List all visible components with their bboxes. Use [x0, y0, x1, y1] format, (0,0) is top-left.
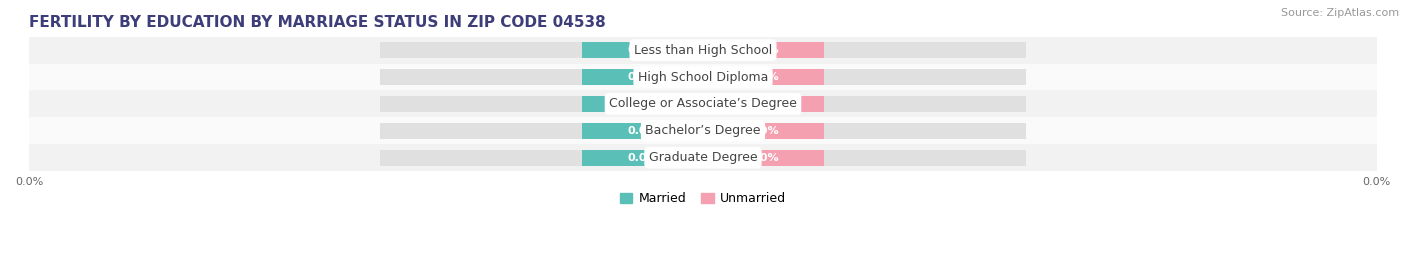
Bar	[380, 150, 703, 166]
Bar	[30, 117, 1376, 144]
Bar	[703, 69, 1026, 85]
Bar	[30, 90, 1376, 117]
Bar	[703, 96, 1026, 112]
Bar	[582, 123, 703, 139]
Text: Bachelor’s Degree: Bachelor’s Degree	[645, 124, 761, 137]
Bar	[703, 150, 824, 166]
Text: College or Associate’s Degree: College or Associate’s Degree	[609, 97, 797, 110]
Text: Less than High School: Less than High School	[634, 44, 772, 56]
Text: 0.0%: 0.0%	[627, 45, 658, 55]
Bar	[703, 42, 824, 58]
Text: Graduate Degree: Graduate Degree	[648, 151, 758, 164]
Bar	[380, 123, 703, 139]
Bar	[703, 123, 1026, 139]
Bar	[380, 69, 703, 85]
Text: 0.0%: 0.0%	[748, 99, 779, 109]
Bar	[380, 96, 703, 112]
Bar	[30, 144, 1376, 171]
Bar	[703, 123, 824, 139]
Text: Source: ZipAtlas.com: Source: ZipAtlas.com	[1281, 8, 1399, 18]
Text: FERTILITY BY EDUCATION BY MARRIAGE STATUS IN ZIP CODE 04538: FERTILITY BY EDUCATION BY MARRIAGE STATU…	[30, 15, 606, 30]
Bar	[703, 42, 1026, 58]
Text: 0.0%: 0.0%	[627, 72, 658, 82]
Bar	[582, 150, 703, 166]
Bar	[30, 63, 1376, 90]
Bar	[380, 42, 703, 58]
Text: High School Diploma: High School Diploma	[638, 70, 768, 83]
Text: 0.0%: 0.0%	[627, 153, 658, 163]
Text: 0.0%: 0.0%	[748, 126, 779, 136]
Bar	[703, 150, 1026, 166]
Text: 0.0%: 0.0%	[627, 99, 658, 109]
Bar	[30, 37, 1376, 63]
Bar	[703, 96, 824, 112]
Text: 0.0%: 0.0%	[748, 153, 779, 163]
Bar	[582, 69, 703, 85]
Bar	[582, 96, 703, 112]
Text: 0.0%: 0.0%	[748, 72, 779, 82]
Legend: Married, Unmarried: Married, Unmarried	[614, 187, 792, 210]
Text: 0.0%: 0.0%	[627, 126, 658, 136]
Text: 0.0%: 0.0%	[748, 45, 779, 55]
Bar	[582, 42, 703, 58]
Bar	[703, 69, 824, 85]
